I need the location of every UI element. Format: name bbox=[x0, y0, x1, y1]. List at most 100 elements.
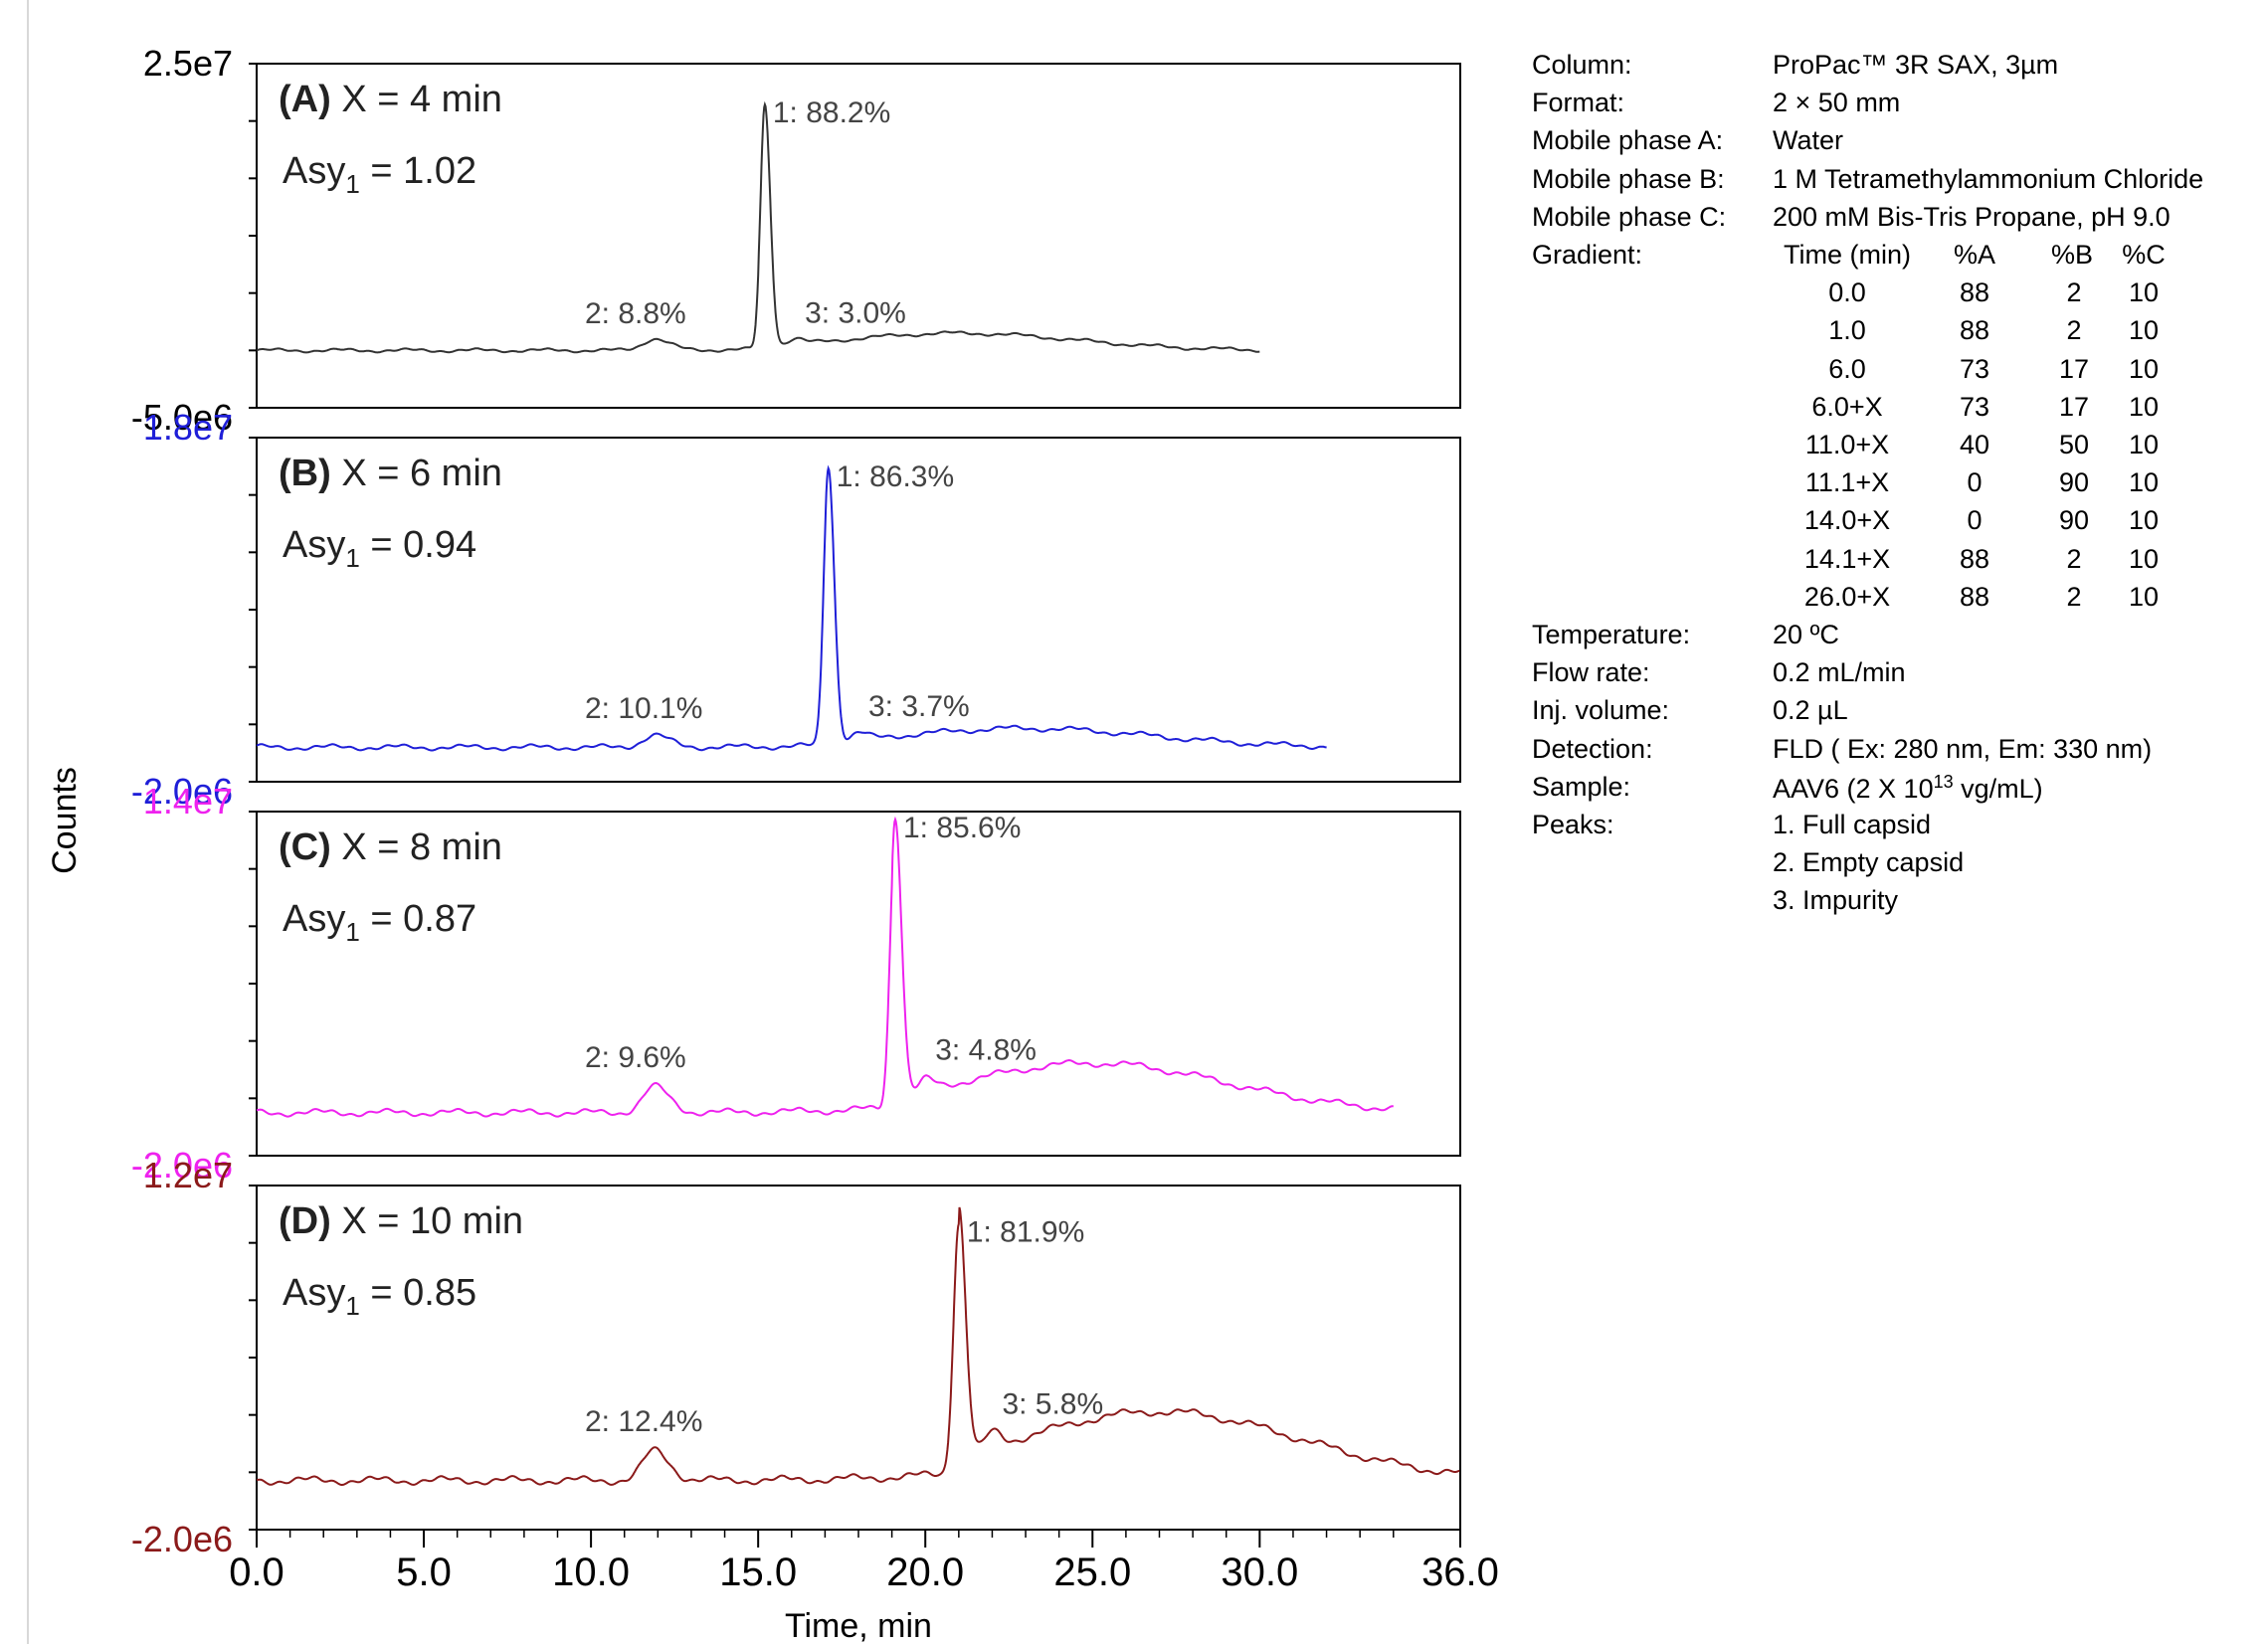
gradient-cell: 2 bbox=[2066, 581, 2082, 612]
peak-label: 1: 88.2% bbox=[773, 96, 890, 129]
panel-D: 1.2e7 -2.0e6 2: 12.4% 1: 81.9% 3: 5.8% (D) X … bbox=[131, 1155, 1461, 1559]
gradient-cell: 10 bbox=[2128, 581, 2160, 612]
peak-label: 2: 10.1% bbox=[585, 692, 702, 725]
gradient-cell: 88 bbox=[1959, 543, 1990, 574]
condition-row-label: Inj. volume: bbox=[1532, 695, 1670, 726]
condition-row-label: Format: bbox=[1532, 88, 1625, 118]
condition-row-value: 0.2 mL/min bbox=[1773, 657, 1906, 688]
gradient-cell: 10 bbox=[2128, 353, 2160, 384]
gradient-cell: 0 bbox=[1967, 505, 1983, 536]
y-tick-label-bottom: -5.0e6 bbox=[131, 397, 233, 438]
gradient-cell: 11.1+X bbox=[1804, 467, 1890, 498]
gradient-cell: 10 bbox=[2128, 467, 2160, 498]
gradient-cell: 73 bbox=[1959, 391, 1990, 422]
gradient-header-cell: %C bbox=[2122, 240, 2166, 270]
x-axis-label: Time, min bbox=[785, 1607, 932, 1644]
condition-row-label: Flow rate: bbox=[1532, 657, 1650, 688]
condition-row-label: Mobile phase A: bbox=[1532, 125, 1724, 156]
method-conditions-panel: Column: ProPac™ 3R SAX, 3µm Format: 2 × 50 … bbox=[1532, 50, 2268, 945]
panel-title: (C) X = 8 min bbox=[279, 826, 502, 868]
condition-row-value: 1 M Tetramethylammonium Chloride bbox=[1773, 163, 2204, 194]
asymmetry-label: Asy1 = 0.87 bbox=[283, 898, 476, 947]
x-tick-label: 25.0 bbox=[1053, 1551, 1131, 1594]
sample-row-value: AAV6 (2 X 1013 vg/mL) bbox=[1773, 771, 2043, 804]
condition-row-value: ProPac™ 3R SAX, 3µm bbox=[1773, 50, 2059, 80]
x-tick-label: 36.0 bbox=[1421, 1551, 1499, 1594]
panel-A: 2.5e7 -5.0e6 2: 8.8% 1: 88.2% 3: 3.0% (A) X =… bbox=[131, 43, 1461, 438]
gradient-cell: 14.1+X bbox=[1803, 543, 1891, 574]
peak-label: 3: 5.8% bbox=[1002, 1387, 1103, 1420]
gradient-header-cell: Time (min) bbox=[1784, 240, 1911, 270]
gradient-cell: 10 bbox=[2128, 315, 2160, 346]
trace-D bbox=[256, 1206, 1460, 1486]
gradient-cell: 17 bbox=[2058, 391, 2090, 422]
asymmetry-label: Asy1 = 1.02 bbox=[283, 150, 476, 199]
gradient-cell: 10 bbox=[2128, 277, 2160, 308]
peak-label: 2: 8.8% bbox=[585, 297, 686, 330]
y-tick-label-top: 1.2e7 bbox=[143, 1155, 233, 1195]
peak-label: 3: 3.7% bbox=[868, 690, 970, 723]
y-tick-label-top: 1.4e7 bbox=[143, 781, 233, 822]
gradient-cell: 90 bbox=[2058, 467, 2090, 498]
y-tick-label-bottom: -2.0e6 bbox=[131, 1519, 233, 1559]
condition-row-value: 0.2 µL bbox=[1773, 695, 1848, 726]
gradient-cell: 1.0 bbox=[1828, 315, 1866, 346]
gradient-cell: 6.0+X bbox=[1811, 391, 1883, 422]
condition-row-label: Column: bbox=[1532, 50, 1632, 80]
condition-row-value: Water bbox=[1773, 125, 1844, 156]
gradient-cell: 0.0 bbox=[1828, 277, 1866, 308]
gradient-cell: 2 bbox=[2066, 543, 2082, 574]
condition-row-value: 20 ºC bbox=[1773, 620, 1839, 649]
gradient-header-cell: %A bbox=[1953, 240, 1996, 270]
peak-label: 2: 12.4% bbox=[585, 1405, 702, 1438]
gradient-cell: 50 bbox=[2058, 430, 2090, 459]
condition-row-value: FLD ( Ex: 280 nm, Em: 330 nm) bbox=[1773, 733, 2153, 764]
x-tick-label: 30.0 bbox=[1221, 1551, 1298, 1594]
trace-C bbox=[256, 816, 1394, 1118]
gradient-cell: 40 bbox=[1959, 430, 1990, 459]
peak-legend-item: 1. Full capsid bbox=[1773, 810, 1932, 839]
gradient-cell: 11.0+X bbox=[1804, 430, 1890, 459]
trace-B bbox=[256, 464, 1327, 752]
panel-B: 1.8e7 -2.0e6 2: 10.1% 1: 86.3% 3: 3.7% (B) X … bbox=[131, 407, 1461, 812]
gradient-cell: 17 bbox=[2058, 353, 2090, 384]
y-tick-label-bottom: -2.0e6 bbox=[131, 1145, 233, 1186]
peak-label: 2: 9.6% bbox=[585, 1041, 686, 1074]
y-tick-label-top: 1.8e7 bbox=[143, 407, 233, 448]
panel-title: (A) X = 4 min bbox=[279, 79, 502, 120]
asymmetry-label: Asy1 = 0.85 bbox=[283, 1272, 476, 1321]
x-tick-label: 5.0 bbox=[396, 1551, 452, 1594]
y-tick-label-bottom: -2.0e6 bbox=[131, 771, 233, 812]
gradient-cell: 88 bbox=[1959, 315, 1990, 346]
gradient-cell: 90 bbox=[2058, 505, 2090, 536]
panel-title: (B) X = 6 min bbox=[279, 453, 502, 494]
peak-label: 3: 4.8% bbox=[935, 1033, 1037, 1066]
peak-legend-item: 2. Empty capsid bbox=[1773, 847, 1965, 878]
peak-label: 1: 85.6% bbox=[903, 812, 1021, 844]
y-tick-label-top: 2.5e7 bbox=[143, 43, 233, 84]
gradient-cell: 2 bbox=[2066, 315, 2082, 346]
x-tick-label: 20.0 bbox=[886, 1551, 964, 1594]
gradient-cell: 88 bbox=[1959, 581, 1990, 612]
sample-row-label: Sample: bbox=[1532, 771, 1631, 802]
gradient-cell: 10 bbox=[2128, 543, 2160, 574]
peak-legend-item: 3. Impurity bbox=[1773, 885, 1899, 916]
peaks-label-label: Peaks: bbox=[1532, 810, 1614, 839]
gradient-cell: 10 bbox=[2128, 505, 2160, 536]
gradient-cell: 10 bbox=[2128, 430, 2160, 459]
gradient-cell: 2 bbox=[2066, 277, 2082, 308]
y-axis-label: Counts bbox=[46, 767, 84, 874]
condition-row-label: Mobile phase C: bbox=[1532, 201, 1727, 232]
gradient-cell: 10 bbox=[2128, 391, 2160, 422]
gradient-label-label: Gradient: bbox=[1532, 240, 1643, 270]
gradient-cell: 0 bbox=[1967, 467, 1983, 498]
x-tick-label: 0.0 bbox=[229, 1551, 284, 1594]
chromatogram-chart: Counts 2.5e7 -5.0e6 2: 8.8% 1: 88.2% 3: 3.0% (… bbox=[27, 0, 1499, 1644]
x-tick-label: 10.0 bbox=[552, 1551, 630, 1594]
condition-row-label: Detection: bbox=[1532, 733, 1653, 764]
gradient-cell: 6.0 bbox=[1828, 353, 1866, 384]
gradient-cell: 88 bbox=[1959, 277, 1990, 308]
x-tick-label: 15.0 bbox=[719, 1551, 797, 1594]
asymmetry-label: Asy1 = 0.94 bbox=[283, 524, 476, 573]
trace-A bbox=[256, 100, 1260, 354]
